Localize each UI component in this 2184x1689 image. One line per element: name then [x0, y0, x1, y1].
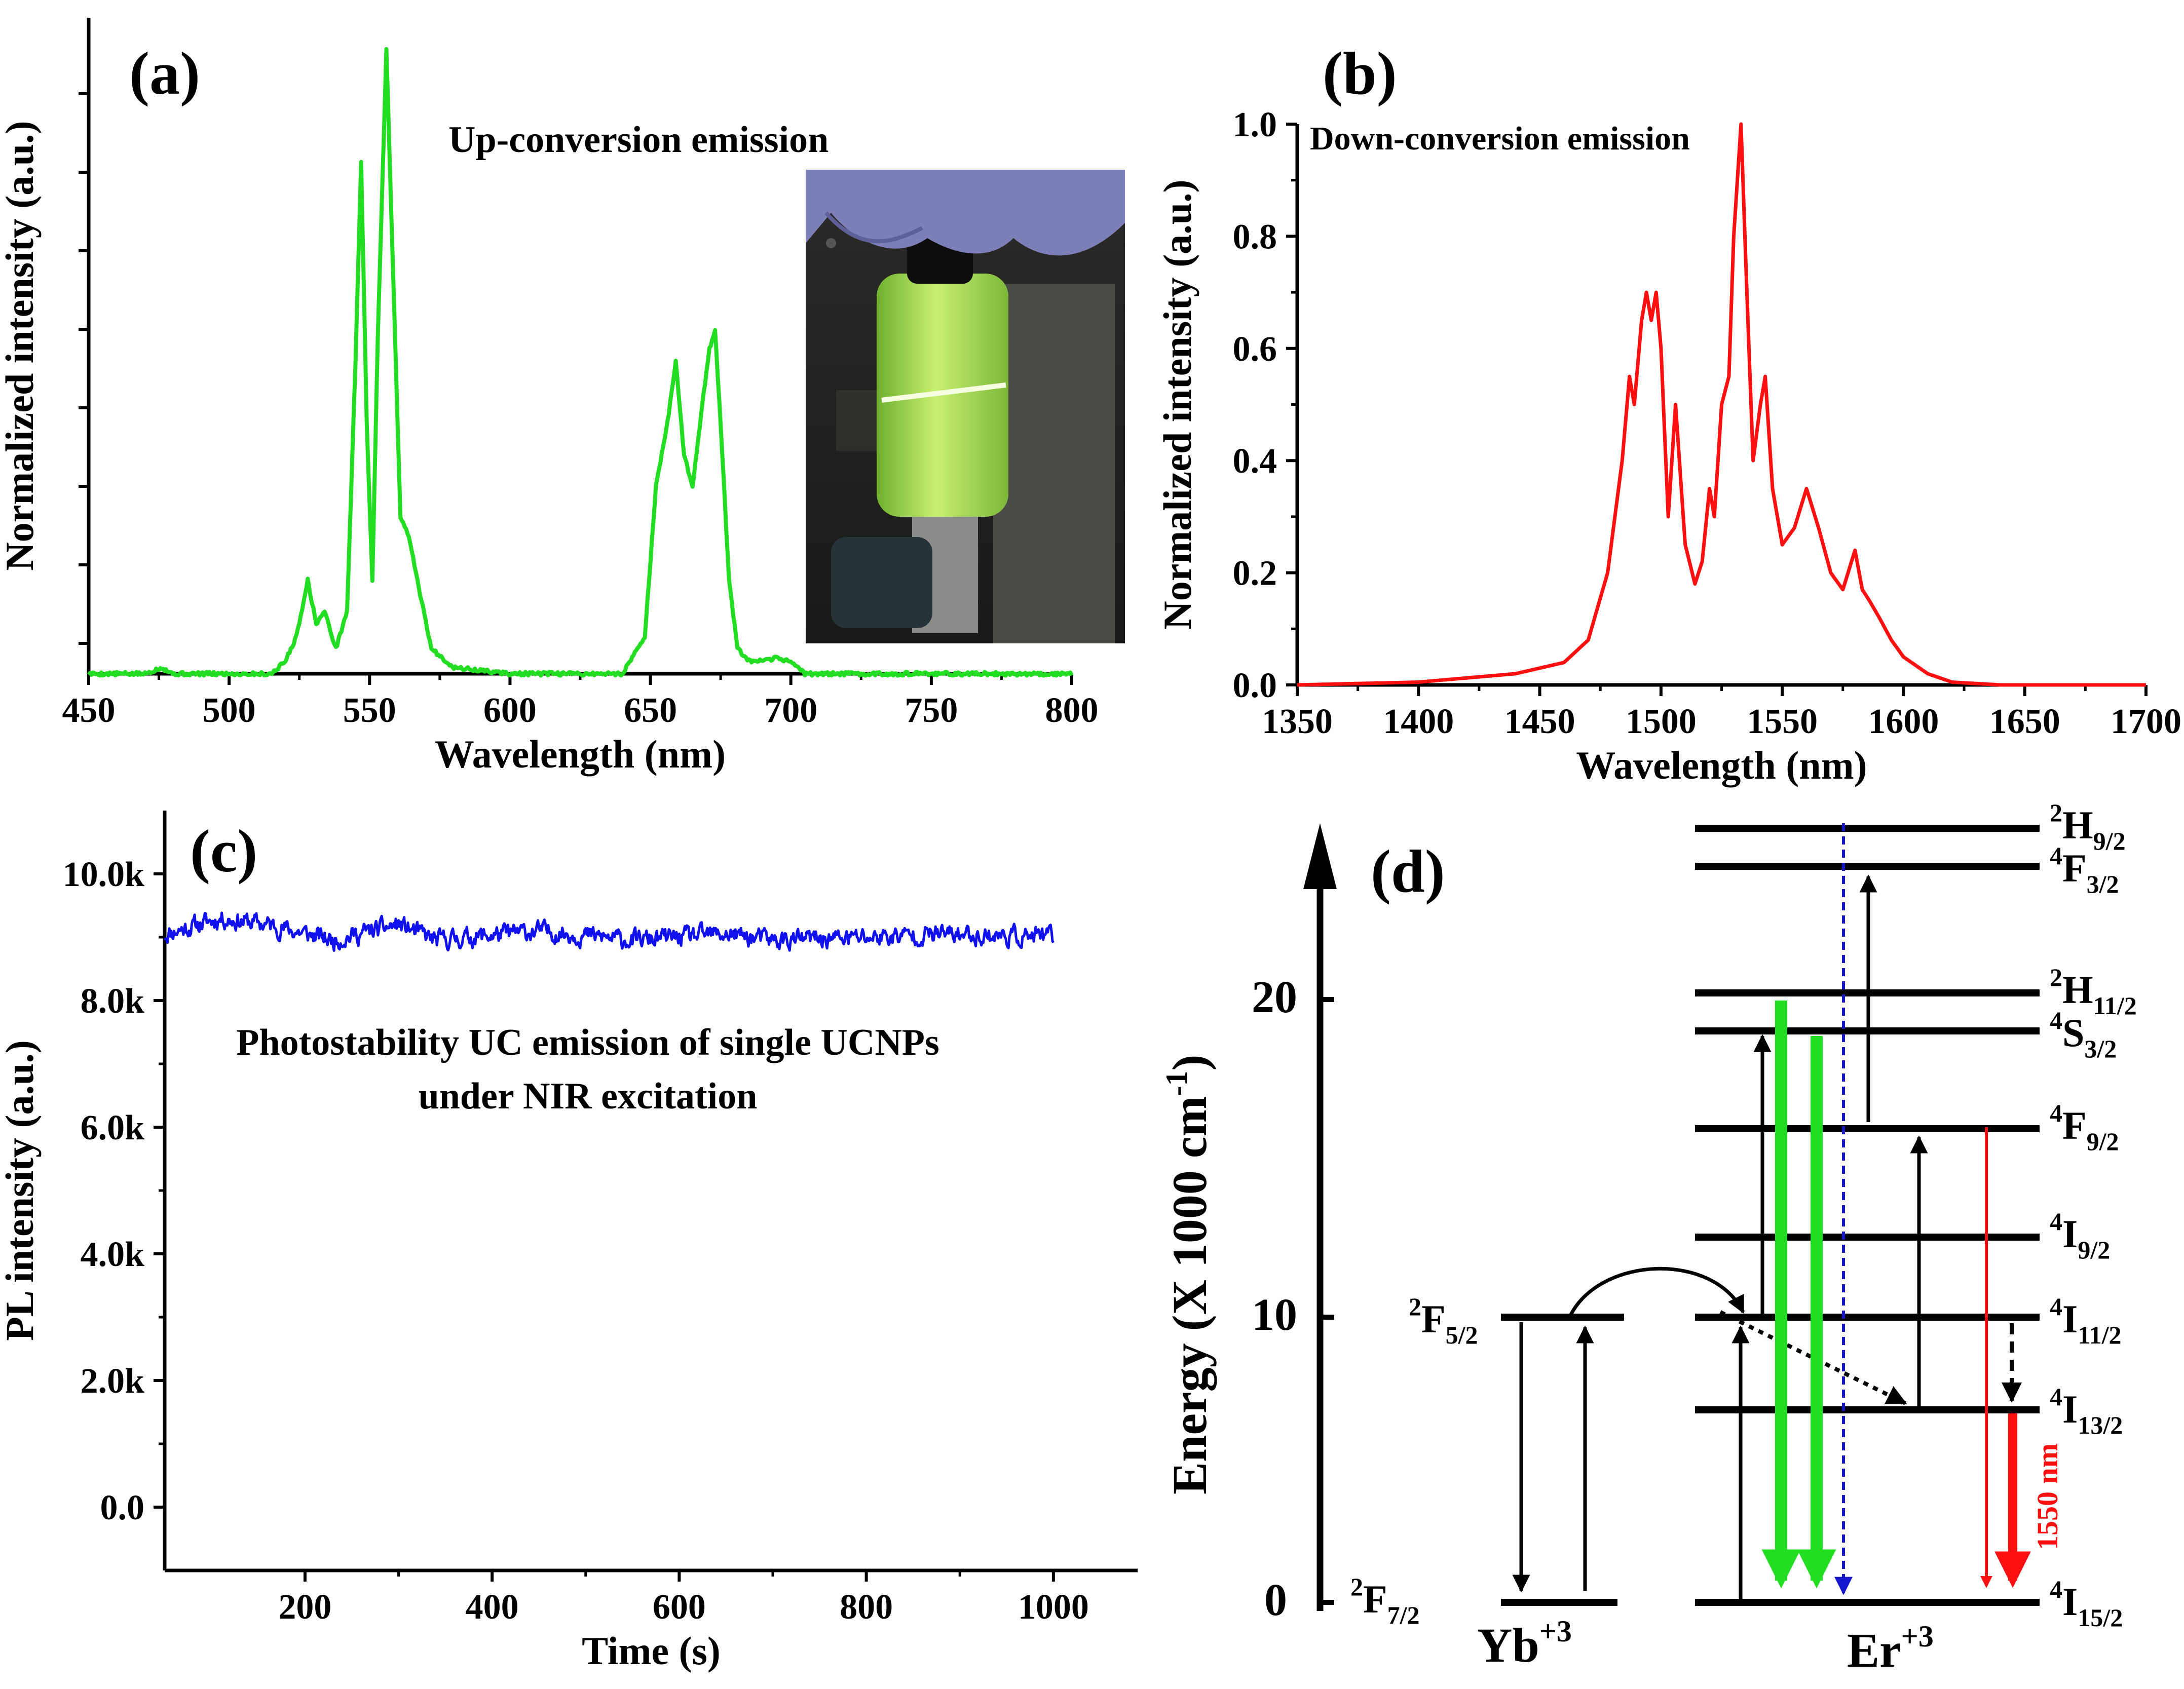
panel-c: (c) Photostability UC emission of single…: [0, 811, 1138, 1673]
x-tick-label: 650: [624, 691, 677, 730]
energy-axis-title-main: Energy (X 1000 cm: [1162, 1096, 1217, 1494]
energy-tick-label-20: 20: [1252, 972, 1297, 1022]
panel-a: (a) Up-conversion emission 450 500 550 600 6…: [0, 18, 1125, 776]
er-ion-label: Er+3: [1847, 1620, 1934, 1677]
energy-axis-title-close: ): [1162, 1055, 1217, 1071]
energy-axis-title-sup: -1: [1160, 1071, 1193, 1096]
x-tick-label: 450: [62, 691, 116, 730]
x-tick-label: 550: [343, 691, 396, 730]
y-tick-label: 0.0: [100, 1488, 145, 1527]
er-level-label-4i152: 4I15/2: [2050, 1575, 2123, 1632]
er-level-label-4i92: 4I9/2: [2050, 1207, 2110, 1264]
er-nonradiative-11-to-13: [1719, 1310, 1907, 1405]
x-tick-label: 800: [1045, 691, 1099, 730]
panel-a-title: Up-conversion emission: [448, 119, 829, 161]
y-tick-label: 6.0k: [81, 1108, 145, 1147]
x-tick-label: 1400: [1383, 702, 1454, 741]
er-level-label-2h112: 2H11/2: [2050, 963, 2137, 1020]
er-level-label-4i112: 4I11/2: [2050, 1292, 2122, 1349]
x-tick-label: 800: [840, 1588, 893, 1627]
panel-c-axes: 200 400 600 800 1000 0.0 2.0k 4.0k 6.0k 8.0k 10.0k…: [0, 811, 1138, 1673]
y-tick-label: 0.6: [1233, 330, 1277, 369]
x-tick-label: 400: [466, 1588, 519, 1627]
energy-transfer-arrow: [1569, 1266, 1745, 1316]
x-tick-label: 1000: [1018, 1588, 1089, 1627]
energy-tick-label-10: 10: [1252, 1290, 1297, 1340]
panel-b-label: (b): [1323, 40, 1397, 107]
x-tick-label: 600: [483, 691, 537, 730]
energy-axis-title: Energy (X 1000 cm-1): [1160, 1055, 1217, 1494]
panel-c-title-line2: under NIR excitation: [419, 1076, 758, 1117]
svg-text:Energy (X 1000 cm-1): Energy (X 1000 cm-1): [1160, 1055, 1217, 1494]
x-tick-label: 1650: [1989, 702, 2060, 741]
panel-c-label: (c): [190, 817, 257, 885]
er-level-label-2h92: 2H9/2: [2050, 798, 2126, 855]
yb-level-label-2f72: 2F7/2: [1350, 1572, 1420, 1629]
y-axis-title: Normalized intensity (a.u.): [0, 121, 42, 570]
yb-level-label-2f52: 2F5/2: [1409, 1292, 1478, 1349]
er-level-label-4f92: 4F9/2: [2050, 1099, 2119, 1156]
x-tick-label: 700: [764, 691, 817, 730]
y-tick-label: 0.0: [1233, 666, 1277, 705]
panel-c-title-line1: Photostability UC emission of single UCN…: [236, 1022, 939, 1063]
er-1550-label: 1550 nm: [2031, 1443, 2064, 1550]
x-axis-title: Time (s): [582, 1629, 721, 1673]
x-tick-label: 500: [203, 691, 256, 730]
panel-b: (b) Down-conversion emission 1350 1400 145…: [1155, 40, 2181, 787]
panel-c-marks: [163, 911, 1055, 952]
x-tick-label: 1500: [1626, 702, 1697, 741]
x-tick-label: 1450: [1504, 702, 1575, 741]
y-tick-label: 10.0k: [63, 855, 145, 894]
series-line-pl-intensity: [163, 911, 1055, 952]
er-level-label-4s32: 4S3/2: [2050, 1006, 2117, 1063]
y-tick-label: 0.8: [1233, 217, 1277, 256]
panel-b-marks: [1296, 122, 2147, 687]
x-tick-label: 1600: [1868, 702, 1939, 741]
y-axis-title: PL intensity (a.u.): [0, 1040, 42, 1341]
y-axis-title: Normalized intensity (a.u.): [1155, 179, 1199, 629]
y-tick-label: 1.0: [1233, 105, 1277, 144]
x-tick-label: 1350: [1262, 702, 1333, 741]
x-tick-label: 750: [905, 691, 958, 730]
x-tick-label: 1700: [2111, 702, 2181, 741]
y-tick-label: 0.2: [1233, 554, 1277, 593]
panel-d-label: (d): [1371, 837, 1445, 905]
panel-a-label: (a): [129, 40, 200, 107]
panel-b-axes: 1350 1400 1450 1500 1550 1600 1650 1700 0.0 0.2 0.…: [1155, 105, 2181, 787]
energy-axis-arrowhead: [1303, 823, 1337, 889]
x-axis-title: Wavelength (nm): [435, 732, 726, 776]
inset-photo-vial: [806, 170, 1125, 643]
y-tick-label: 4.0k: [81, 1235, 145, 1274]
panel-d-energy-diagram: (d) 0 10 20 Energy (X 1000 cm-1) 2F5/2 2…: [1160, 798, 2137, 1677]
x-axis-title: Wavelength (nm): [1576, 743, 1867, 787]
y-tick-label: 2.0k: [81, 1362, 145, 1401]
panel-a-marks: [87, 47, 1074, 678]
x-tick-label: 600: [653, 1588, 706, 1627]
yb-ion-label: Yb+3: [1477, 1615, 1572, 1672]
series-line-uc-emission: [87, 47, 1074, 678]
er-level-labels: 2H9/2 4F3/2 2H11/2 4S3/2 4F9/2 4I9/2 4I1…: [2050, 798, 2137, 1632]
x-tick-label: 1550: [1747, 702, 1818, 741]
er-level-label-4i132: 4I13/2: [2050, 1383, 2123, 1439]
energy-tick-label-0: 0: [1264, 1575, 1287, 1625]
panel-b-title: Down-conversion emission: [1310, 120, 1690, 157]
y-tick-label: 8.0k: [81, 982, 145, 1021]
series-line-dc-emission: [1296, 122, 2147, 687]
x-tick-label: 200: [278, 1588, 331, 1627]
y-tick-label: 0.4: [1233, 442, 1277, 481]
er-level-label-4f32: 4F3/2: [2050, 841, 2119, 898]
